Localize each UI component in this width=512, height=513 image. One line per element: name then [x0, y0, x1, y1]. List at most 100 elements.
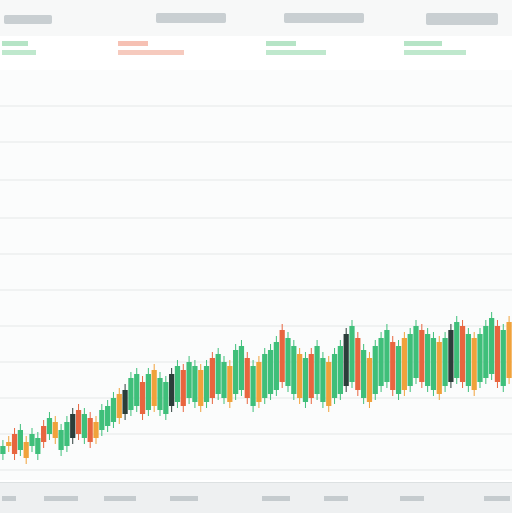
bar — [471, 338, 477, 390]
bar — [186, 362, 192, 398]
bar — [233, 350, 239, 394]
bar — [506, 322, 512, 378]
bar — [297, 354, 303, 398]
bar — [407, 334, 413, 386]
bar — [372, 346, 378, 394]
grid-lines — [0, 105, 512, 471]
bar — [489, 318, 495, 374]
metrics-blurred — [2, 41, 466, 55]
header-blurred-labels — [4, 13, 498, 25]
bar — [163, 382, 169, 414]
bar — [494, 326, 501, 382]
footer-blurred-ticks — [2, 496, 510, 501]
bar — [267, 350, 274, 394]
metric-blur-8 — [404, 50, 466, 55]
bar — [209, 358, 215, 398]
bar — [17, 430, 23, 450]
bar — [134, 374, 140, 406]
bar — [110, 398, 117, 422]
bar — [145, 374, 151, 410]
bar — [361, 350, 367, 398]
bar — [483, 326, 489, 378]
bar — [355, 338, 361, 390]
bar — [0, 446, 6, 454]
bar — [314, 346, 320, 394]
metric-blur-5 — [266, 41, 296, 46]
bar — [75, 410, 82, 434]
bar — [337, 346, 343, 394]
bar — [413, 326, 419, 378]
bar — [87, 418, 93, 442]
bar — [320, 358, 326, 402]
bar — [81, 414, 87, 438]
header-blur-4 — [426, 13, 498, 25]
bar — [378, 338, 384, 386]
bar — [180, 370, 186, 406]
metrics-row — [0, 36, 512, 66]
metric-blur-2 — [2, 50, 36, 55]
bar — [139, 382, 146, 414]
bar — [11, 434, 18, 454]
bar — [459, 326, 466, 382]
bar — [395, 346, 402, 394]
bar — [244, 358, 250, 398]
bar — [326, 362, 332, 406]
bar — [349, 326, 355, 382]
header-blur-2 — [156, 13, 226, 23]
bar — [23, 442, 29, 458]
bar — [215, 354, 221, 394]
bar — [70, 414, 76, 438]
footer-blur-1 — [2, 496, 16, 501]
bar — [302, 358, 309, 402]
timeline-footer — [0, 482, 512, 513]
bar — [465, 334, 471, 386]
footer-blur-8 — [484, 496, 510, 501]
bar — [454, 322, 460, 378]
bar — [477, 334, 483, 382]
footer-blur-6 — [324, 496, 348, 501]
bar — [105, 406, 111, 426]
header-blur-3 — [284, 13, 364, 23]
bar — [116, 394, 122, 418]
volatility-chart — [0, 105, 512, 471]
chart-area — [0, 70, 512, 480]
bar — [343, 334, 349, 386]
stats-header — [0, 0, 512, 37]
bar — [384, 330, 390, 382]
bar — [64, 422, 70, 446]
metric-blur-6 — [266, 50, 326, 55]
bar — [192, 366, 198, 402]
bar — [35, 438, 41, 454]
bar — [279, 330, 285, 382]
bar — [174, 366, 181, 402]
bar — [308, 354, 314, 398]
bar — [425, 334, 431, 386]
bar — [442, 338, 448, 386]
bar — [390, 342, 396, 390]
bar — [58, 430, 64, 450]
footer-blur-2 — [44, 496, 78, 501]
bar — [227, 366, 233, 402]
bar — [151, 370, 157, 406]
bar — [500, 330, 506, 386]
bar — [52, 422, 58, 438]
bar — [262, 354, 268, 398]
bar — [221, 362, 227, 398]
bar — [128, 378, 134, 410]
bar — [256, 362, 262, 402]
bar — [285, 338, 291, 386]
bar — [122, 390, 128, 414]
bar — [203, 366, 210, 402]
metric-blur-4 — [118, 50, 184, 55]
bar — [436, 342, 442, 394]
bar — [198, 370, 204, 406]
bar — [419, 330, 425, 382]
bar — [273, 342, 279, 390]
bar — [430, 338, 437, 390]
metric-blur-1 — [2, 41, 28, 46]
bar — [291, 346, 297, 394]
footer-blur-7 — [400, 496, 424, 501]
metric-blur-3 — [118, 41, 148, 46]
bar — [169, 374, 175, 406]
bar-series — [0, 312, 512, 464]
